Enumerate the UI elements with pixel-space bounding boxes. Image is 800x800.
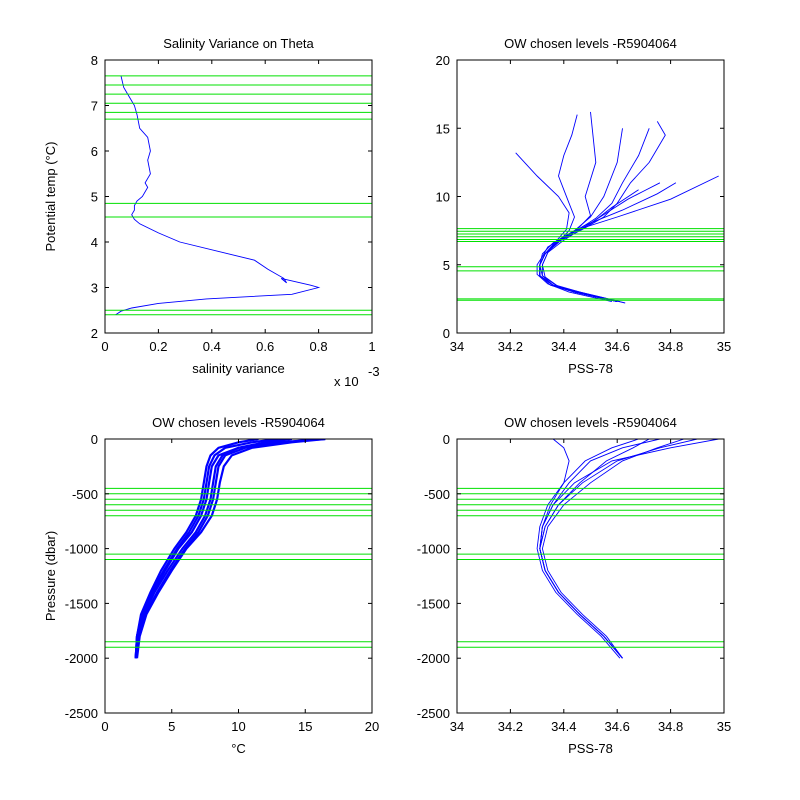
x-axis-label: PSS-78 [568,361,613,376]
y-tick-label: -1500 [417,596,450,611]
x-tick-label: 34.8 [658,339,683,354]
series-line [539,128,623,303]
series-line [115,75,321,316]
x-tick-label: 35 [717,719,731,734]
series-line [539,128,650,303]
axes-box [104,438,373,714]
x-tick-label: 0 [101,339,108,354]
x-multiplier: x 10 [334,374,359,389]
plot-area [105,75,372,316]
chart-title: OW chosen levels -R5904064 [504,36,677,51]
x-tick-label: 34.2 [498,719,523,734]
x-tick-label: 0.6 [256,339,274,354]
series-line [515,152,618,303]
x-tick-label: 15 [298,719,312,734]
panel-2: 34 34.2 34.4 34.6 34.8 35 0 5 10 15 20 OW chosen le… [436,36,732,376]
y-tick-label: -500 [424,487,450,502]
series-line [134,439,319,659]
y-tick-label: 5 [443,258,450,273]
plot-area [105,439,372,659]
y-tick-label: -1000 [65,542,98,557]
y-tick-label: 0 [443,432,450,447]
x-tick-label: 34.4 [551,719,576,734]
series-line [541,182,677,304]
x-multiplier-exponent: -3 [368,364,380,379]
chart-title: Salinity Variance on Theta [163,36,314,51]
x-tick-label: 1 [368,339,375,354]
y-tick-label: 0 [443,326,450,341]
y-tick-label: -2500 [417,706,450,721]
chart-title: OW chosen levels -R5904064 [152,415,325,430]
y-tick-label: 0 [91,432,98,447]
y-tick-label: -2000 [417,651,450,666]
x-tick-label: 35 [717,339,731,354]
y-tick-label: 8 [91,53,98,68]
x-tick-label: 0.8 [310,339,328,354]
series-line [539,439,661,659]
series-line [539,439,623,659]
x-tick-label: 0.2 [149,339,167,354]
panel-3: 0 5 10 15 20 0 -500 -1000 -1500 -2000 -2500 OW chos… [43,415,379,756]
series-line [539,439,698,659]
x-tick-label: 34.2 [498,339,523,354]
axes-box [456,438,725,714]
x-axis-label: PSS-78 [568,741,613,756]
series-line [134,439,326,659]
chart-title: OW chosen levels -R5904064 [504,415,677,430]
y-tick-label: 6 [91,144,98,159]
axes-box [456,59,725,334]
axes-box [104,59,373,334]
x-axis-label: salinity variance [192,361,285,376]
x-tick-label: 34 [450,339,464,354]
series-line [134,439,293,659]
x-tick-label: 10 [231,719,245,734]
y-tick-label: 2 [91,326,98,341]
series-line [536,439,639,659]
y-tick-label: -1500 [65,596,98,611]
y-tick-label: 10 [436,190,450,205]
x-tick-label: 34.6 [605,719,630,734]
panel-1: 0 0.2 0.4 0.6 0.8 1 2 3 4 5 6 7 8 Salinity Variance o… [43,36,380,389]
series-line [541,439,685,659]
y-tick-label: 7 [91,99,98,114]
plot-area [457,111,724,304]
y-axis-label: Pressure (dbar) [43,531,58,621]
series-line [539,114,618,303]
x-tick-label: 5 [168,719,175,734]
y-tick-label: 3 [91,281,98,296]
y-tick-label: 4 [91,235,98,250]
series-line [539,111,618,303]
y-tick-label: -500 [72,487,98,502]
x-tick-label: 34.8 [658,719,683,734]
x-tick-label: 34.6 [605,339,630,354]
y-axis-label: Potential temp (°C) [43,142,58,252]
series-line [541,182,661,303]
x-tick-label: 0.4 [203,339,221,354]
y-tick-label: -1000 [417,542,450,557]
y-tick-label: 15 [436,121,450,136]
y-tick-label: -2000 [65,651,98,666]
x-tick-label: 34 [450,719,464,734]
x-axis-label: °C [231,741,246,756]
series-line [134,439,279,659]
series-line [135,439,326,659]
plot-area [457,439,724,659]
series-line [134,439,259,659]
y-tick-label: 20 [436,53,450,68]
y-tick-label: 5 [91,190,98,205]
x-tick-label: 20 [365,719,379,734]
y-tick-label: -2500 [65,706,98,721]
x-tick-label: 34.4 [551,339,576,354]
x-tick-label: 0 [101,719,108,734]
panel-4: 34 34.2 34.4 34.6 34.8 35 0 -500 -1000 -1500 -2000… [417,415,731,756]
